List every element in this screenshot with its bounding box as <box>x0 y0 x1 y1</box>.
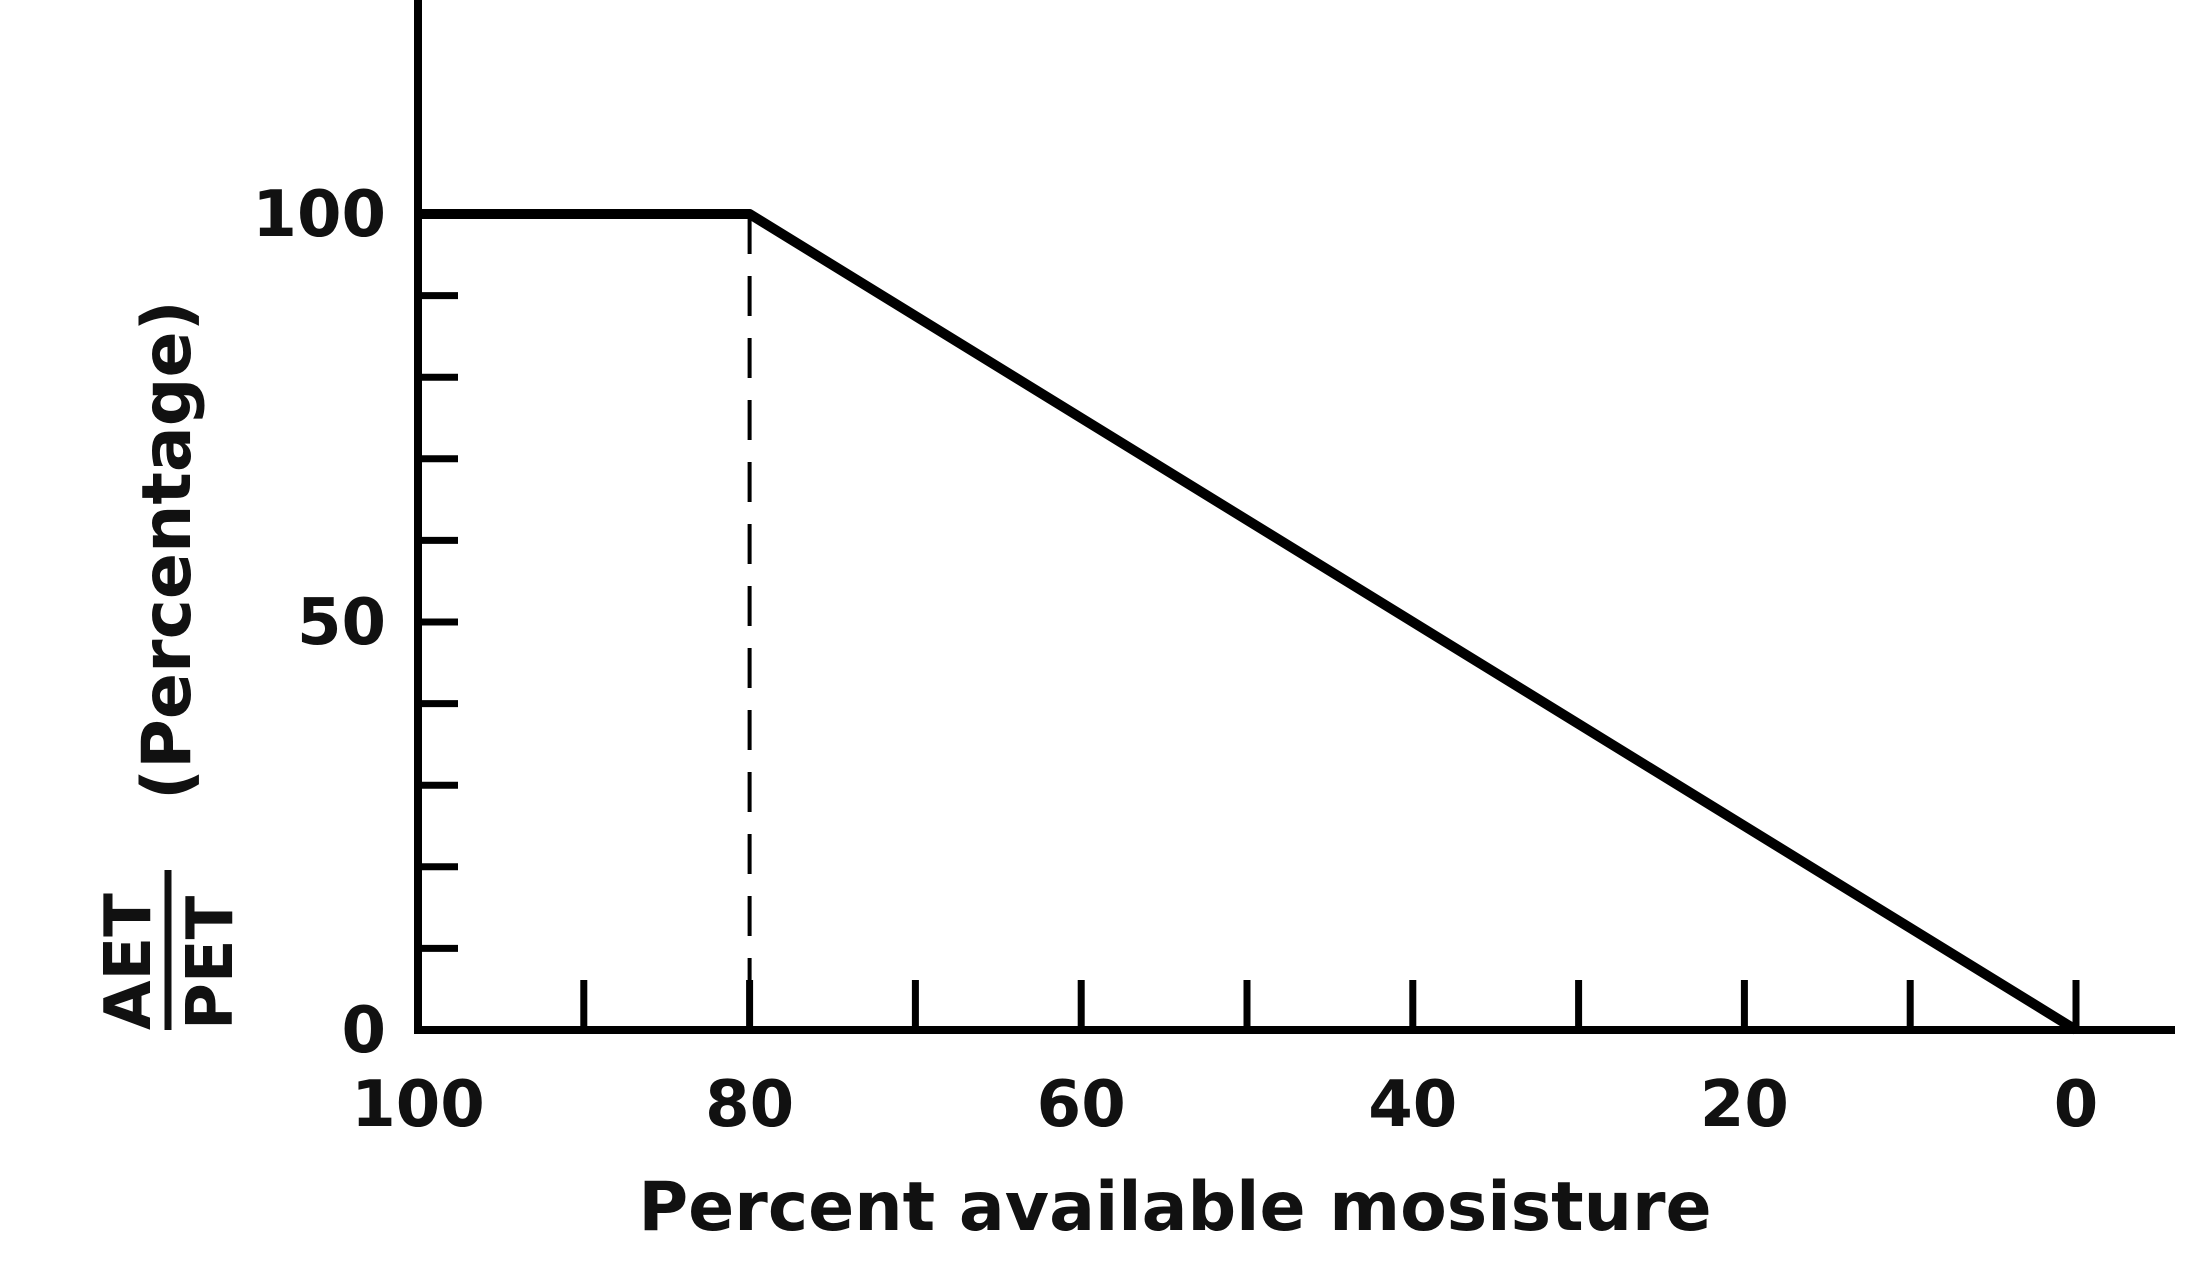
y-axis-title-denominator: PET <box>174 895 248 1030</box>
x-tick-label: 20 <box>1700 1068 1789 1142</box>
ticks-layer <box>418 210 2080 1030</box>
x-tick-label: 80 <box>705 1068 794 1142</box>
x-tick-label: 60 <box>1037 1068 1126 1142</box>
x-tick-label: 0 <box>2054 1068 2099 1142</box>
labels-layer: 100 80 60 40 20 0 0 50 100 <box>252 178 2098 1142</box>
axes-layer <box>414 0 2175 1034</box>
y-axis-title: AET PET (Percentage) <box>92 300 248 1030</box>
y-tick-label: 100 <box>252 178 386 252</box>
series-line <box>418 209 2079 1035</box>
x-tick-label: 40 <box>1368 1068 1457 1142</box>
series-layer <box>417 209 2079 1035</box>
y-tick-label: 50 <box>297 586 386 660</box>
x-axis-title: Percent available mosisture <box>638 1168 1711 1247</box>
y-tick-label: 0 <box>341 994 386 1068</box>
x-tick-label: 100 <box>351 1068 485 1142</box>
y-axis-title-numerator: AET <box>92 893 166 1030</box>
y-axis-title-suffix: (Percentage) <box>128 300 207 800</box>
